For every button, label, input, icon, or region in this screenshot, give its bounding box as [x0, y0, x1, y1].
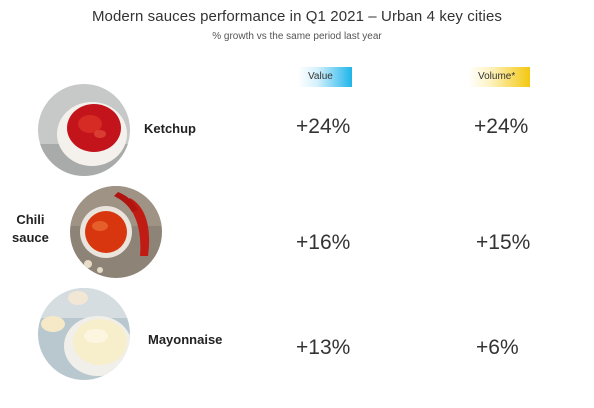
sauce-label-mayonnaise: Mayonnaise: [148, 332, 223, 347]
chart-subtitle: % growth vs the same period last year: [212, 31, 382, 42]
chili-sauce-volume-growth: +15%: [476, 231, 531, 254]
sauce-label-ketchup: Ketchup: [144, 121, 196, 136]
mayonnaise-image: [38, 288, 130, 380]
mayonnaise-volume-growth: +6%: [476, 336, 519, 359]
sauce-label-chili-sauce: Chili sauce: [12, 211, 49, 247]
chili-sauce-value-growth: +16%: [296, 231, 351, 254]
ketchup-volume-growth: +24%: [474, 115, 529, 138]
sauce-label-chili-line-1: Chili: [16, 212, 45, 227]
sauce-label-chili-line-2: sauce: [12, 230, 49, 245]
ketchup-value-growth: +24%: [296, 115, 351, 138]
ketchup-image: [38, 84, 130, 176]
chili-sauce-image: [70, 186, 162, 278]
mayonnaise-value-growth: +13%: [296, 336, 351, 359]
column-header-volume: Volume*: [468, 67, 530, 87]
chart-title: Modern sauces performance in Q1 2021 – U…: [91, 8, 503, 25]
column-header-value: Value: [298, 67, 352, 87]
